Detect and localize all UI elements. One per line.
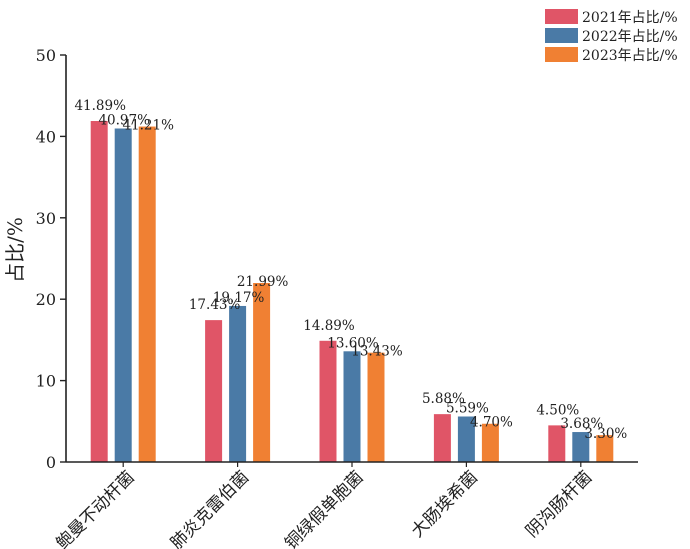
legend-item: 2021年占比/% xyxy=(545,9,678,26)
legend-label: 2023年占比/% xyxy=(582,48,678,64)
x-axis: 鲍曼不动杆菌 肺炎克雷伯菌 铜绿假单胞菌 大肠埃希菌 阴沟肠杆菌 xyxy=(52,461,638,549)
data-label: 5.88% xyxy=(422,391,465,407)
data-label: 21.99% xyxy=(237,274,289,290)
legend: 2021年占比/% 2022年占比/% 2023年占比/% xyxy=(545,9,678,64)
y-axis: 0 10 20 30 40 50 xyxy=(36,46,67,472)
bar xyxy=(548,425,566,462)
data-label: 4.70% xyxy=(470,415,513,431)
x-tick-label: 肺炎克雷伯菌 xyxy=(167,467,253,549)
data-label: 41.21% xyxy=(122,118,174,134)
y-tick-label: 0 xyxy=(46,453,56,472)
x-tick-label: 鲍曼不动杆菌 xyxy=(52,467,138,549)
data-label: 14.89% xyxy=(303,318,355,334)
data-labels: 41.89%40.97%41.21% 17.43%19.17%21.99% 14.8… xyxy=(74,98,627,442)
bar xyxy=(205,320,223,462)
data-label: 19.17% xyxy=(213,290,265,306)
legend-item: 2022年占比/% xyxy=(545,28,678,45)
y-tick-label: 10 xyxy=(36,372,56,391)
y-tick-label: 50 xyxy=(36,46,56,65)
bar xyxy=(90,121,108,462)
bar xyxy=(433,414,451,462)
legend-swatch xyxy=(545,9,578,24)
bar xyxy=(114,128,132,462)
data-label: 17.43% xyxy=(189,297,241,313)
legend-label: 2021年占比/% xyxy=(582,10,678,26)
data-label: 3.68% xyxy=(560,416,603,432)
legend-swatch xyxy=(545,47,578,62)
bar xyxy=(367,352,385,462)
data-label: 13.60% xyxy=(327,335,379,351)
bar xyxy=(596,435,614,462)
y-tick-label: 20 xyxy=(36,290,56,309)
bar xyxy=(138,126,156,462)
data-label: 40.97% xyxy=(98,113,150,129)
bar xyxy=(481,423,499,462)
y-tick-label: 30 xyxy=(36,209,56,228)
data-label: 4.50% xyxy=(536,402,579,418)
y-axis-title: 占比/% xyxy=(3,217,27,283)
bar xyxy=(457,416,475,462)
bar xyxy=(343,351,361,462)
data-label: 41.89% xyxy=(74,98,126,114)
x-tick-label: 铜绿假单胞菌 xyxy=(281,467,367,549)
x-tick-label: 阴沟肠杆菌 xyxy=(522,467,596,541)
data-label: 5.59% xyxy=(446,400,489,416)
data-label: 3.30% xyxy=(584,426,627,442)
bar xyxy=(253,283,271,462)
bar xyxy=(572,432,590,462)
bar xyxy=(319,340,337,462)
data-label: 13.43% xyxy=(351,344,403,360)
y-tick-label: 40 xyxy=(36,127,56,146)
bars xyxy=(90,121,614,462)
legend-swatch xyxy=(545,28,578,43)
bar xyxy=(229,305,247,462)
legend-item: 2023年占比/% xyxy=(545,47,678,64)
legend-label: 2022年占比/% xyxy=(582,29,678,45)
x-tick-label: 大肠埃希菌 xyxy=(408,467,482,541)
